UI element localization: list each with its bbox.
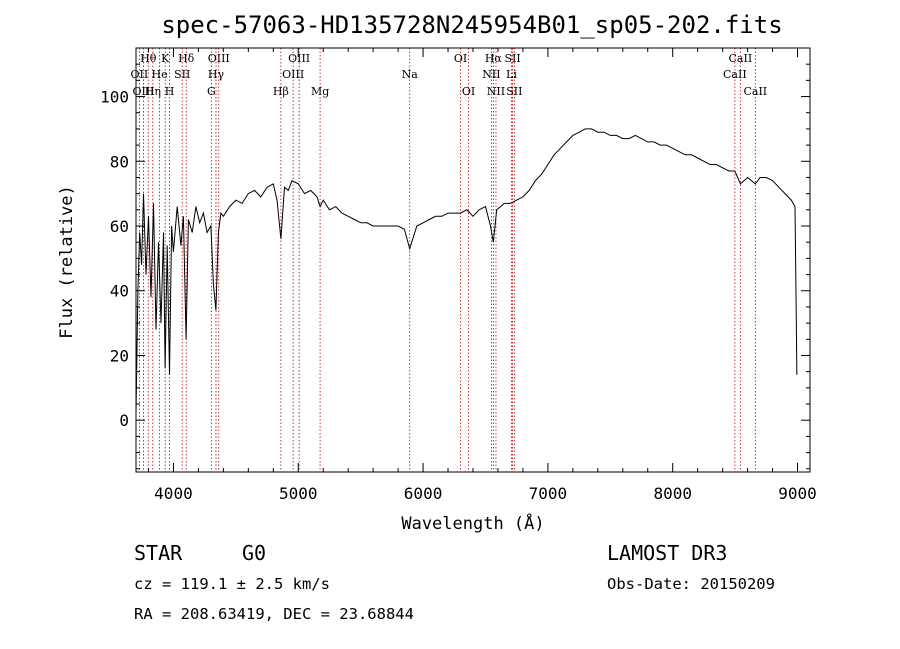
observation-date: Obs-Date: 20150209 [607,575,775,593]
emission-line-label: CaII [743,85,767,98]
emission-line-markers [138,48,756,472]
y-tick-label: 100 [100,88,129,107]
x-tick-label: 6000 [404,484,443,503]
y-tick-label: 20 [110,346,129,365]
y-tick-label: 60 [110,217,129,236]
survey-name: LAMOST DR3 [607,541,727,565]
emission-line-label: CaII [723,68,747,81]
emission-line-label: NII [487,85,505,98]
emission-line-label: SII [506,85,522,98]
emission-line-label: Hδ [178,52,195,65]
emission-line-label: Hη [145,85,161,98]
emission-line-label: Hα [485,52,503,65]
y-tick-label: 80 [110,152,129,171]
redshift-velocity: cz = 119.1 ± 2.5 km/s [134,575,330,593]
emission-line-label: K [161,52,170,65]
x-tick-label: 8000 [653,484,692,503]
x-tick-label: 9000 [778,484,817,503]
y-axis-ticks: 0 20 40 60 80 100 [100,63,810,470]
object-subclass: G0 [242,541,266,565]
x-axis-label: Wavelength (Å) [401,512,544,534]
emission-line-label: OIII [208,52,230,65]
emission-line-label: OIII [288,52,310,65]
emission-line-label: OIII [132,85,154,98]
sky-coordinates: RA = 208.63419, DEC = 23.68844 [134,605,414,623]
y-tick-label: 0 [119,411,129,430]
emission-line-label: He [152,68,168,81]
emission-line-label: SII [504,52,520,65]
emission-line-label: Hθ [140,52,157,65]
y-axis-label: Flux (relative) [57,185,77,339]
emission-line-label: SII [174,68,190,81]
x-tick-label: 4000 [154,484,193,503]
object-class: STAR [134,541,183,565]
x-tick-label: 7000 [529,484,568,503]
y-tick-label: 40 [110,282,129,301]
x-tick-label: 5000 [279,484,318,503]
emission-line-label: OI [462,85,475,98]
emission-line-label: NII [482,68,500,81]
emission-line-label: H [165,85,175,98]
emission-line-label: CaII [729,52,753,65]
x-axis-ticks: 4000 5000 6000 7000 8000 9000 [147,48,817,503]
emission-line-label: Mg [311,85,329,98]
emission-line-label: OI [454,52,467,65]
emission-line-label: OIII [282,68,304,81]
plot-frame [135,47,811,473]
emission-line-labels: Hθ OII OIII K He Hη Hδ SII H OIII Hγ G OIII OIII Hβ Mg N… [131,52,768,98]
spectrum-series-line [135,128,798,414]
emission-line-label: G [207,85,216,98]
emission-line-label: Hβ [273,85,289,98]
emission-line-label: Hγ [208,68,225,81]
emission-line-label: Na [402,68,419,81]
emission-line-label: OII [131,68,149,81]
chart-title: spec-57063-HD135728N245954B01_sp05-202.f… [161,11,782,39]
emission-line-label: Li [506,68,517,81]
